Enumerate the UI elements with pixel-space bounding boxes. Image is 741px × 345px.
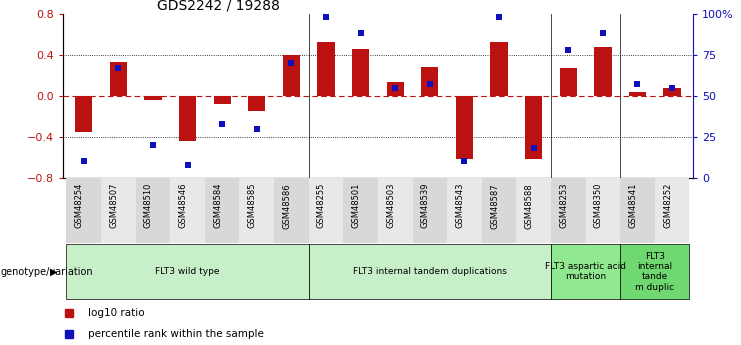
Bar	[110, 62, 127, 96]
FancyBboxPatch shape	[413, 178, 447, 243]
FancyBboxPatch shape	[274, 178, 309, 243]
Text: GSM48350: GSM48350	[594, 183, 603, 228]
FancyBboxPatch shape	[239, 178, 274, 243]
FancyBboxPatch shape	[447, 178, 482, 243]
Text: genotype/variation: genotype/variation	[1, 267, 93, 277]
FancyBboxPatch shape	[585, 178, 620, 243]
Bar	[352, 49, 369, 96]
FancyBboxPatch shape	[620, 178, 655, 243]
Bar	[663, 88, 681, 96]
Text: GSM48586: GSM48586	[282, 183, 291, 228]
FancyBboxPatch shape	[170, 178, 205, 243]
FancyBboxPatch shape	[67, 178, 101, 243]
Bar	[213, 96, 231, 104]
FancyBboxPatch shape	[101, 178, 136, 243]
Bar	[317, 42, 335, 96]
Text: GDS2242 / 19288: GDS2242 / 19288	[157, 0, 280, 13]
Text: GSM48252: GSM48252	[663, 183, 672, 228]
Text: FLT3 internal tandem duplications: FLT3 internal tandem duplications	[353, 267, 507, 276]
Bar	[421, 67, 439, 96]
Text: log10 ratio: log10 ratio	[88, 308, 144, 318]
Text: GSM48584: GSM48584	[213, 183, 222, 228]
Text: GSM48587: GSM48587	[490, 183, 499, 228]
Text: GSM48254: GSM48254	[75, 183, 84, 228]
Bar	[456, 96, 473, 159]
Bar	[248, 96, 265, 111]
Text: GSM48253: GSM48253	[559, 183, 568, 228]
Text: GSM48501: GSM48501	[352, 183, 361, 228]
Text: FLT3 aspartic acid
mutation: FLT3 aspartic acid mutation	[545, 262, 626, 282]
Text: GSM48503: GSM48503	[386, 183, 395, 228]
Bar	[283, 55, 300, 96]
FancyBboxPatch shape	[67, 244, 309, 299]
FancyBboxPatch shape	[136, 178, 170, 243]
FancyBboxPatch shape	[516, 178, 551, 243]
Text: GSM48255: GSM48255	[317, 183, 326, 228]
Text: GSM48539: GSM48539	[421, 183, 430, 228]
Bar	[525, 96, 542, 159]
FancyBboxPatch shape	[482, 178, 516, 243]
Bar	[387, 82, 404, 96]
Text: GSM48588: GSM48588	[525, 183, 534, 228]
Bar	[629, 92, 646, 96]
FancyBboxPatch shape	[378, 178, 413, 243]
Text: GSM48541: GSM48541	[628, 183, 637, 228]
Bar	[559, 68, 577, 96]
Text: GSM48546: GSM48546	[179, 183, 187, 228]
FancyBboxPatch shape	[309, 244, 551, 299]
Text: GSM48507: GSM48507	[110, 183, 119, 228]
FancyBboxPatch shape	[551, 244, 620, 299]
FancyBboxPatch shape	[343, 178, 378, 243]
FancyBboxPatch shape	[205, 178, 239, 243]
Text: percentile rank within the sample: percentile rank within the sample	[88, 329, 264, 339]
Bar	[179, 96, 196, 141]
FancyBboxPatch shape	[309, 178, 343, 243]
Bar	[144, 96, 162, 100]
Bar	[594, 47, 611, 96]
Bar	[75, 96, 93, 131]
Text: ▶: ▶	[50, 267, 58, 277]
Bar	[491, 42, 508, 96]
FancyBboxPatch shape	[655, 178, 689, 243]
Text: FLT3 wild type: FLT3 wild type	[156, 267, 220, 276]
Text: GSM48585: GSM48585	[247, 183, 257, 228]
FancyBboxPatch shape	[551, 178, 585, 243]
Text: GSM48543: GSM48543	[456, 183, 465, 228]
Text: FLT3
internal
tande
m duplic: FLT3 internal tande m duplic	[635, 252, 674, 292]
FancyBboxPatch shape	[620, 244, 689, 299]
Text: GSM48510: GSM48510	[144, 183, 153, 228]
